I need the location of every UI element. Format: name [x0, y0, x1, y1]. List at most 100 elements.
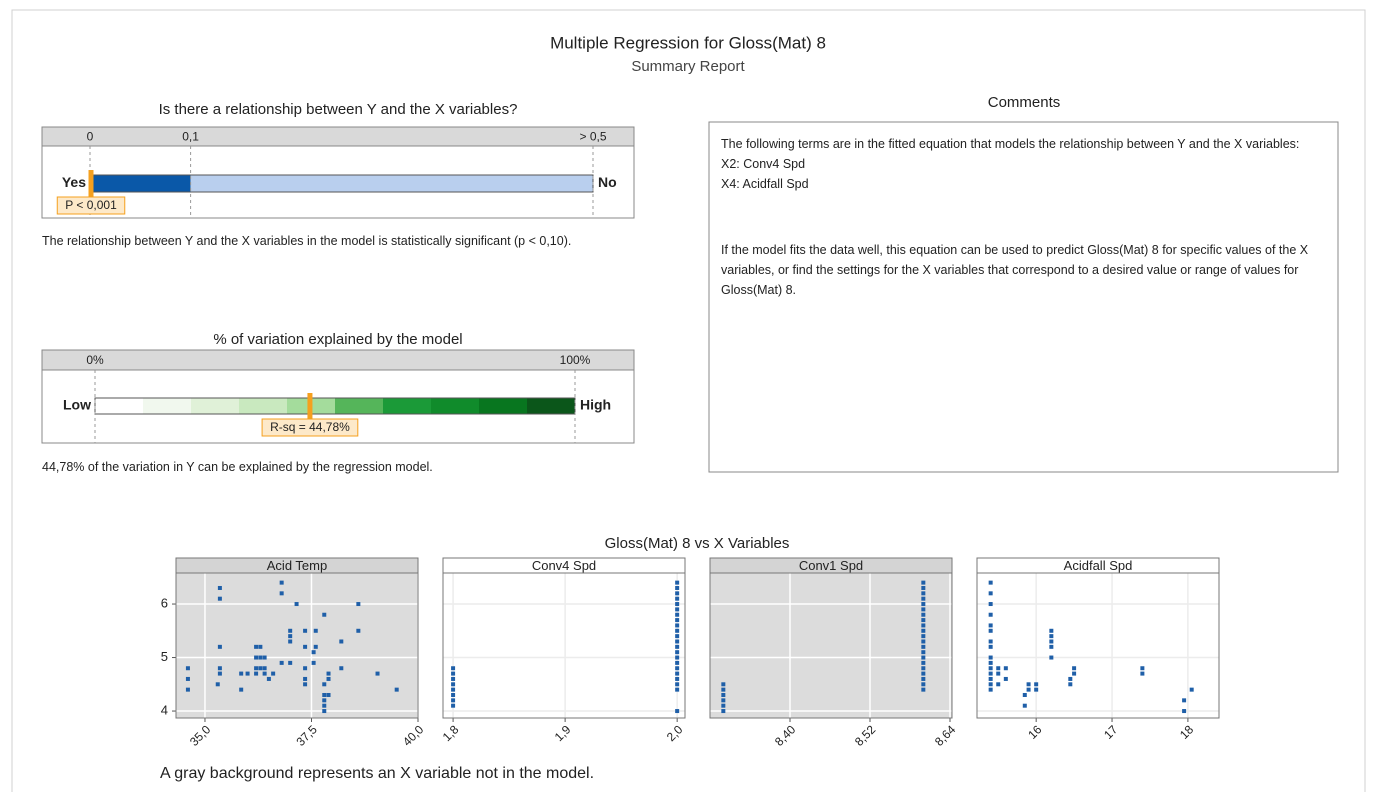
point — [326, 671, 331, 676]
panel-border — [175, 572, 419, 719]
point — [675, 612, 680, 617]
point — [675, 666, 680, 671]
point — [675, 655, 680, 660]
point — [258, 655, 263, 660]
point — [1022, 703, 1027, 708]
gauge-tick-label: 0,1 — [182, 130, 199, 144]
point — [921, 671, 926, 676]
point — [921, 612, 926, 617]
point — [921, 687, 926, 692]
x-tick-label: 1,8 — [440, 722, 462, 744]
point — [288, 628, 293, 633]
point — [921, 655, 926, 660]
gauge-high-label: No — [598, 174, 617, 190]
point — [675, 676, 680, 681]
x-tick-label: 8,64 — [932, 722, 959, 749]
point — [322, 612, 327, 617]
point — [303, 682, 308, 687]
point — [988, 639, 993, 644]
point — [339, 639, 344, 644]
point — [988, 687, 993, 692]
point — [675, 618, 680, 623]
point — [262, 666, 267, 671]
point — [921, 682, 926, 687]
point — [1182, 709, 1187, 714]
point — [988, 580, 993, 585]
point — [988, 682, 993, 687]
point — [1182, 698, 1187, 703]
point — [1072, 671, 1077, 676]
point — [271, 671, 276, 676]
point — [921, 634, 926, 639]
panel-title: Acid Temp — [267, 558, 327, 573]
point — [675, 644, 680, 649]
point — [185, 687, 190, 692]
point — [245, 671, 250, 676]
point — [921, 660, 926, 665]
point — [675, 596, 680, 601]
x-tick-label: 8,52 — [852, 722, 879, 749]
panel-border — [709, 572, 953, 719]
point — [279, 591, 284, 596]
y-tick-label: 6 — [161, 595, 168, 610]
point — [988, 655, 993, 660]
point — [675, 671, 680, 676]
point — [258, 644, 263, 649]
point — [1049, 644, 1054, 649]
x-tick-label: 16 — [1025, 722, 1045, 742]
point — [266, 676, 271, 681]
gauge-tick-label: 0 — [87, 130, 94, 144]
point — [675, 580, 680, 585]
point — [1140, 666, 1145, 671]
point — [356, 628, 361, 633]
point — [675, 639, 680, 644]
point — [1072, 666, 1077, 671]
gauge-tick-label: 0% — [86, 353, 104, 367]
comment: X2: Conv4 Spd — [721, 157, 806, 171]
point — [1049, 634, 1054, 639]
gauge-marker — [307, 393, 313, 419]
point — [311, 650, 316, 655]
point — [451, 676, 456, 681]
x-tick-label: 17 — [1101, 722, 1121, 742]
point — [1049, 639, 1054, 644]
point — [721, 703, 726, 708]
x-tick-label: 35,0 — [187, 722, 214, 749]
point — [217, 666, 222, 671]
point — [1049, 628, 1054, 633]
point — [185, 666, 190, 671]
point — [988, 671, 993, 676]
scatter-title: Gloss(Mat) 8 vs X Variables — [605, 535, 790, 552]
point — [988, 612, 993, 617]
x-tick-label: 1,9 — [552, 722, 574, 744]
point — [322, 709, 327, 714]
point — [921, 666, 926, 671]
point — [217, 644, 222, 649]
point — [1003, 676, 1008, 681]
gauge-value-label: R-sq = 44,78% — [270, 420, 350, 434]
x-tick-label: 2,0 — [664, 722, 686, 744]
frame — [11, 9, 1366, 792]
point — [675, 709, 680, 714]
panel-title: Conv4 Spd — [532, 558, 596, 573]
point — [921, 676, 926, 681]
point — [675, 623, 680, 628]
point — [279, 660, 284, 665]
gauge-value-label: P < 0,001 — [65, 198, 117, 212]
point — [921, 596, 926, 601]
gauge-segment — [90, 175, 191, 192]
point — [675, 687, 680, 692]
gauge-segment — [431, 398, 479, 414]
gauge-segment — [190, 175, 593, 192]
panel-title: Acidfall Spd — [1064, 558, 1133, 573]
point — [303, 666, 308, 671]
point — [356, 602, 361, 607]
gauge-low-label: Yes — [62, 174, 86, 190]
gauge-description: 44,78% of the variation in Y can be expl… — [42, 460, 433, 474]
comments-text: The following terms are in the fitted eq… — [721, 134, 1321, 300]
point — [721, 709, 726, 714]
gauge-header — [41, 349, 635, 371]
point — [217, 671, 222, 676]
